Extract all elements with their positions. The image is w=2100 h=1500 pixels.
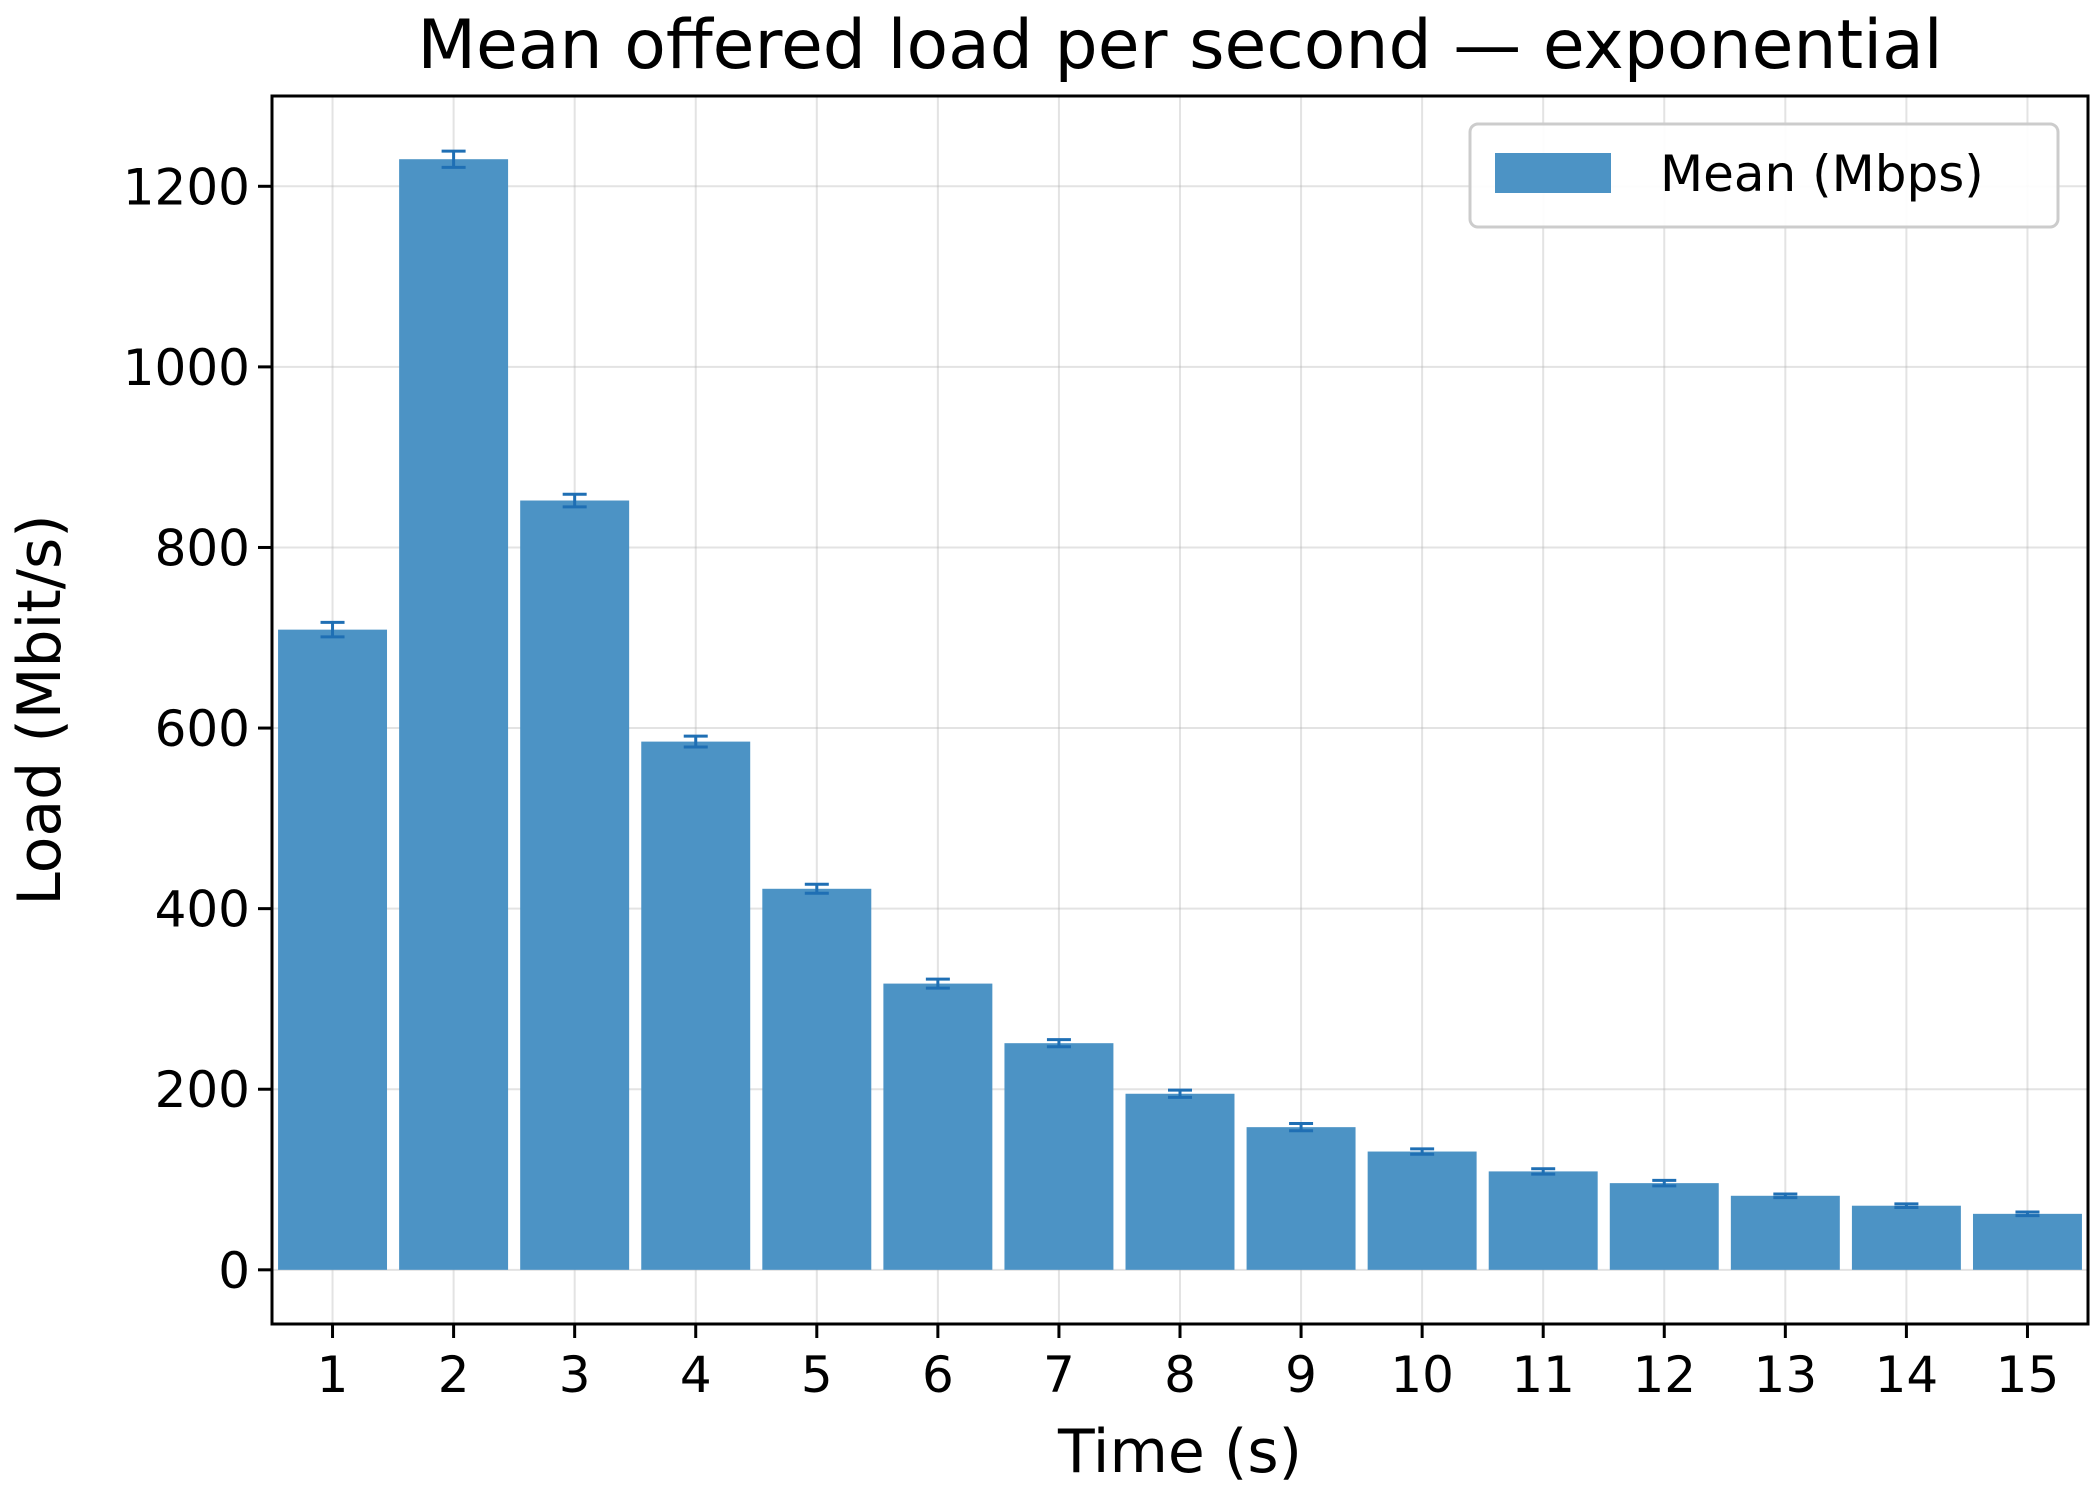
legend-box (1468, 122, 2060, 229)
bar-9 (1246, 1127, 1356, 1270)
bar-13 (1730, 1195, 1840, 1270)
y-axis-label: Load (Mbit/s) (5, 514, 75, 905)
bar-15 (1972, 1213, 2082, 1270)
bar-4 (641, 741, 751, 1270)
legend-swatch (1495, 153, 1611, 193)
bar-6 (883, 983, 993, 1270)
x-tick-label: 1 (317, 1346, 349, 1404)
chart-title: Mean offered load per second — exponenti… (417, 6, 1942, 85)
bar-2 (399, 159, 509, 1270)
y-tick-label: 0 (218, 1242, 250, 1300)
bar-14 (1851, 1205, 1961, 1270)
bar-11 (1488, 1171, 1598, 1270)
legend: Mean (Mbps) (1468, 122, 2060, 229)
x-tick-label: 9 (1285, 1346, 1317, 1404)
y-tick-label: 1000 (123, 339, 250, 397)
bar-3 (520, 500, 630, 1270)
x-tick-label: 10 (1390, 1346, 1454, 1404)
legend-label: Mean (Mbps) (1660, 145, 1984, 203)
bar-5 (762, 888, 872, 1270)
x-tick-label: 5 (801, 1346, 833, 1404)
error-bars (320, 149, 2040, 1218)
y-tick-label: 600 (155, 700, 250, 758)
bar-10 (1367, 1151, 1477, 1270)
x-tick-label: 7 (1043, 1346, 1075, 1404)
x-axis-label: Time (s) (1057, 1417, 1302, 1487)
x-tick-label: 14 (1875, 1346, 1939, 1404)
y-tick-label: 200 (155, 1061, 250, 1119)
bar-12 (1609, 1183, 1719, 1270)
x-tick-label: 8 (1164, 1346, 1196, 1404)
x-tick-label: 6 (922, 1346, 954, 1404)
x-tick-label: 4 (680, 1346, 712, 1404)
x-tick-label: 15 (1996, 1346, 2060, 1404)
x-tick-label: 12 (1632, 1346, 1696, 1404)
x-tick-label: 11 (1511, 1346, 1575, 1404)
x-tick-label: 13 (1754, 1346, 1818, 1404)
x-tick-label: 3 (559, 1346, 591, 1404)
bars (278, 159, 2082, 1270)
bar-1 (278, 629, 388, 1270)
bar-8 (1125, 1093, 1235, 1270)
y-tick-label: 400 (155, 881, 250, 939)
y-tick-label: 1200 (123, 158, 250, 216)
y-tick-label: 800 (155, 519, 250, 577)
x-tick-label: 2 (438, 1346, 470, 1404)
bar-7 (1004, 1043, 1114, 1270)
